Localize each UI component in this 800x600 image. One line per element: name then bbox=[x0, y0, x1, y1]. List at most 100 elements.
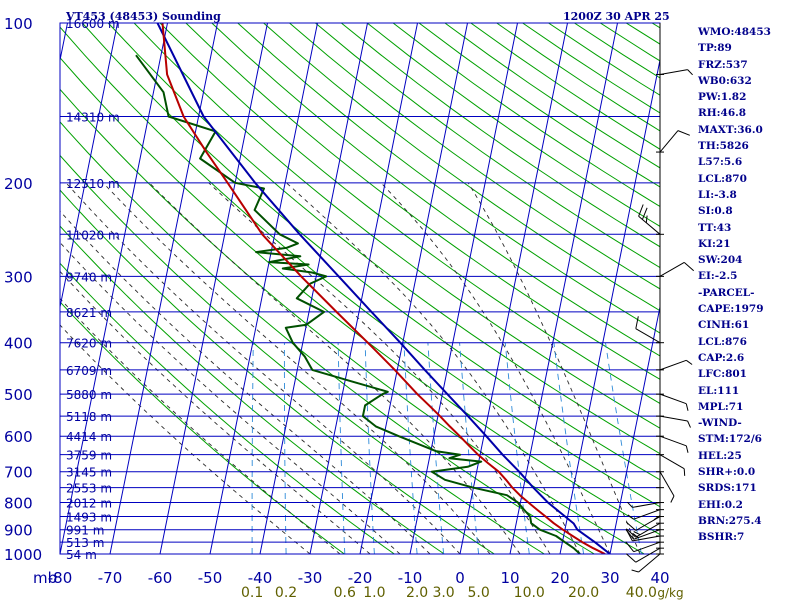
wind-barb-flag bbox=[625, 541, 635, 553]
index-entry: RH:46.8 bbox=[698, 107, 747, 120]
index-entry: SI:0.8 bbox=[698, 205, 733, 218]
wind-barb bbox=[656, 359, 693, 371]
index-entry: KI:21 bbox=[698, 237, 731, 250]
temperature-tick-label: -50 bbox=[198, 569, 223, 587]
isotherm bbox=[60, 23, 118, 310]
index-entry: CAP:2.6 bbox=[698, 351, 745, 364]
isotherm bbox=[359, 23, 468, 554]
dry-adiabat bbox=[107, 23, 660, 455]
temperature-tick-label: -30 bbox=[298, 569, 323, 587]
wind-barb-flag bbox=[635, 316, 639, 329]
mixing-ratio-label: 3.0 bbox=[432, 585, 454, 600]
height-label: 54 m bbox=[66, 548, 97, 562]
mixing-ratio-label: 20.0 bbox=[568, 585, 599, 600]
wind-barb-flag bbox=[625, 553, 637, 563]
wind-barb-shaft bbox=[633, 541, 661, 553]
pressure-tick-label: 600 bbox=[4, 428, 33, 446]
wind-barb bbox=[625, 529, 664, 540]
wind-barb-flag bbox=[627, 514, 634, 520]
index-entry: PW:1.82 bbox=[698, 91, 747, 104]
temperature-tick-label: -40 bbox=[248, 569, 273, 587]
index-entry: WMO:48453 bbox=[698, 26, 771, 38]
moist-adiabat bbox=[60, 270, 371, 554]
wind-barb bbox=[656, 435, 689, 453]
index-entry: LCL:876 bbox=[698, 335, 747, 348]
index-entry: EHI:0.2 bbox=[698, 498, 743, 511]
dry-adiabat bbox=[81, 23, 660, 481]
height-label: 5118 m bbox=[66, 410, 112, 424]
height-label: 991 m bbox=[66, 524, 104, 538]
wind-barb-shaft bbox=[659, 130, 679, 153]
isotherm bbox=[509, 23, 618, 554]
wind-barb-flag bbox=[632, 532, 639, 539]
wind-barb-shaft bbox=[635, 328, 661, 344]
pressure-tick-label: 300 bbox=[4, 268, 33, 286]
mixing-ratio-label: 0.2 bbox=[275, 585, 297, 600]
wind-barb-shaft bbox=[659, 471, 675, 497]
temperature-tick-label: -20 bbox=[348, 569, 373, 587]
temperature-tick-label: -10 bbox=[398, 569, 423, 587]
wind-barb bbox=[656, 393, 689, 411]
wind-barb-shaft bbox=[659, 415, 688, 422]
index-entry: SW:204 bbox=[698, 254, 743, 267]
temperature-tick-label: -80 bbox=[48, 569, 73, 587]
wind-barb-flag bbox=[686, 359, 693, 365]
index-entry: EI:-2.5 bbox=[698, 270, 738, 283]
wind-barb-flag bbox=[627, 501, 633, 508]
temperature-tick-label: -70 bbox=[98, 569, 123, 587]
pressure-tick-label: 900 bbox=[4, 522, 33, 540]
index-entry: TH:5826 bbox=[698, 140, 749, 153]
wind-barb-flag bbox=[631, 569, 639, 573]
height-label: 2012 m bbox=[66, 497, 112, 511]
wind-barb bbox=[625, 547, 664, 563]
wind-barb-shaft bbox=[638, 553, 661, 573]
moist-adiabat bbox=[467, 182, 641, 554]
height-label: 9740 m bbox=[66, 270, 112, 284]
pressure-tick-label: 1000 bbox=[4, 546, 42, 564]
mixing-ratio-label: 0.1 bbox=[241, 585, 263, 600]
wind-barb-flag bbox=[625, 529, 635, 540]
dry-adiabat bbox=[60, 57, 660, 536]
moist-adiabat bbox=[208, 182, 551, 554]
mixing-ratio-label: 2.0 bbox=[406, 585, 428, 600]
wind-barb-shaft bbox=[659, 435, 687, 447]
index-entry: -WIND- bbox=[698, 417, 742, 430]
temperature-tick-label: -60 bbox=[148, 569, 173, 587]
pressure-tick-label: 400 bbox=[4, 335, 33, 353]
wind-barb bbox=[625, 522, 664, 538]
height-label: 3759 m bbox=[66, 449, 112, 463]
mixing-ratio-label: 0.6 bbox=[334, 585, 356, 600]
index-entry: LFC:801 bbox=[698, 368, 747, 381]
index-entry: LCL:870 bbox=[698, 172, 747, 185]
isotherm bbox=[459, 23, 568, 554]
index-entry: CAPE:1979 bbox=[698, 303, 764, 316]
dry-adiabat bbox=[60, 26, 660, 508]
wind-barb-flag bbox=[625, 521, 637, 531]
moist-adiabat bbox=[60, 297, 341, 554]
temperature-tick-label: 30 bbox=[600, 569, 619, 587]
wind-barb-shaft bbox=[632, 502, 661, 508]
index-entry: CINH:61 bbox=[698, 319, 750, 332]
wind-barb-flag bbox=[687, 69, 693, 76]
wind-barb-flag bbox=[687, 420, 691, 428]
wind-barb bbox=[631, 553, 664, 573]
wind-barb-flag bbox=[633, 531, 641, 536]
index-entry: SHR+:0.0 bbox=[698, 466, 756, 479]
index-entry: STM:172/6 bbox=[698, 433, 762, 446]
parcel-line bbox=[156, 23, 611, 554]
height-label: 8621 m bbox=[66, 306, 112, 320]
wind-barb bbox=[656, 69, 693, 76]
wind-barb bbox=[656, 415, 691, 428]
pressure-tick-label: 200 bbox=[4, 175, 33, 193]
temperature-tick-label: 10 bbox=[500, 569, 519, 587]
wind-barb-flag bbox=[645, 215, 648, 223]
isotherm bbox=[609, 304, 660, 554]
index-entry: -PARCEL- bbox=[698, 286, 755, 299]
height-label: 16600 m bbox=[66, 17, 120, 31]
height-label: 3145 m bbox=[66, 466, 112, 480]
wind-barb bbox=[656, 454, 686, 476]
height-label: 14310 m bbox=[66, 111, 120, 125]
index-entry: SRDS:171 bbox=[698, 482, 757, 495]
